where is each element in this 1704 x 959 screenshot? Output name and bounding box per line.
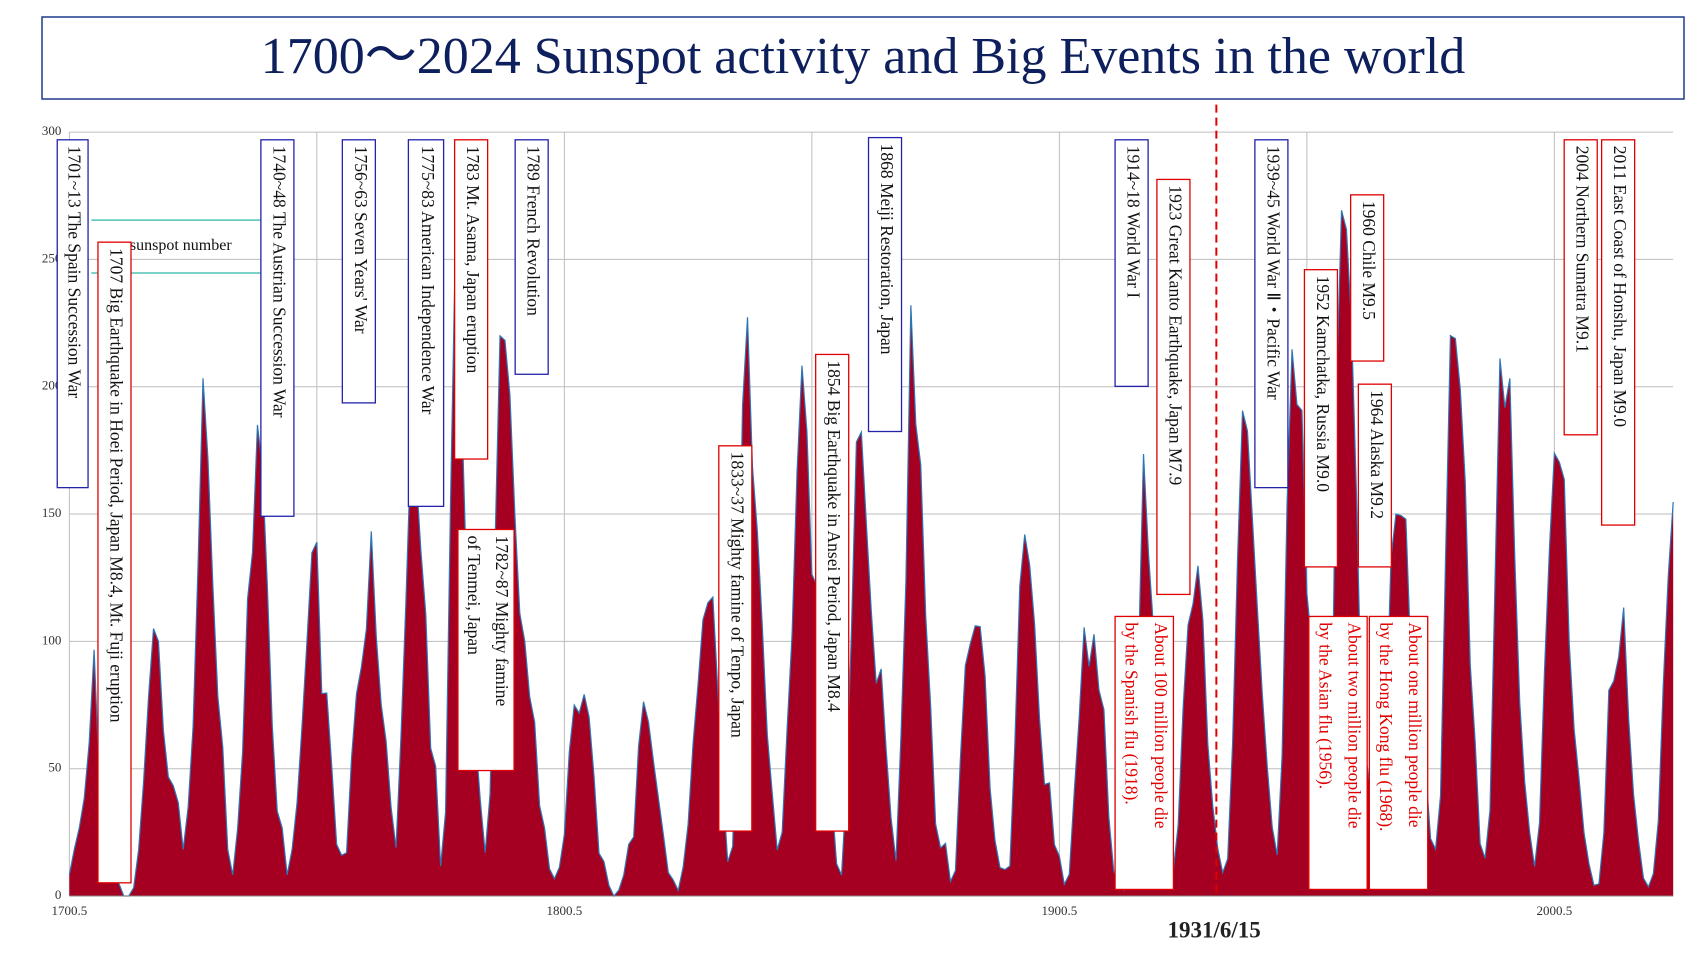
x-tick-label: 1800.5	[546, 903, 582, 918]
annotation-text: 1914~18 World War I	[1124, 146, 1144, 298]
y-tick-label: 0	[55, 887, 62, 902]
x-tick-label: 1700.5	[51, 903, 87, 918]
annotation-text: by the Hong Kong flu (1968).	[1376, 622, 1396, 831]
annotation-box	[1114, 615, 1175, 891]
annotation-box	[453, 139, 489, 460]
marker-label: 1931/6/15	[1168, 918, 1261, 943]
annotation-box	[56, 139, 89, 489]
legend-label: sunspot number	[130, 237, 232, 254]
y-tick-label: 250	[42, 250, 62, 265]
annotation-box	[815, 353, 850, 832]
annotation-box	[341, 139, 377, 404]
annotation-text: 1923 Great Kanto Earthquake, Japan M7.9	[1165, 185, 1185, 485]
annotation-text: 1782~87 Mighty famine	[492, 535, 512, 706]
annotation-text: 1960 Chile M9.5	[1359, 201, 1379, 320]
annotation-text: 1756~63 Seven Years' War	[351, 146, 371, 334]
area-line	[68, 210, 1674, 898]
annotation-text: 1868 Meiji Restoration, Japan	[877, 144, 897, 355]
annotation-text: 2011 East Coast of Honshu, Japan M9.0	[1610, 146, 1630, 428]
annotation-box	[1563, 139, 1598, 436]
annotation-text: About one million people die	[1405, 622, 1425, 827]
annotation-text: of Tenmei, Japan	[464, 535, 484, 655]
x-tick-label: 1900.5	[1041, 903, 1077, 918]
annotation-text: 1775~83 American Independence War	[418, 146, 438, 415]
annotation-box	[1357, 383, 1393, 568]
annotation-text: 1939~45 World War Ⅱ・Pacific War	[1263, 146, 1283, 400]
annotation-text: About two million people die	[1345, 622, 1365, 828]
y-tick-label: 100	[42, 632, 62, 647]
y-tick-label: 200	[42, 378, 62, 393]
annotation-text: 1701~13 The Spain Succession War	[65, 146, 85, 399]
y-tick-label: 150	[42, 505, 62, 520]
y-tick-label: 300	[42, 123, 62, 138]
annotation-box	[407, 139, 445, 508]
annotation-box	[1254, 139, 1289, 489]
annotation-box	[1156, 178, 1191, 596]
title-box	[41, 16, 1685, 100]
annotation-text: 1740~48 The Austrian Succession War	[269, 146, 289, 418]
annotation-text: 1707 Big Earthquake in Hoei Period, Japa…	[106, 248, 126, 723]
annotation-box	[1114, 139, 1149, 388]
annotation-box	[1600, 139, 1636, 526]
x-tick-label: 2000.5	[1537, 903, 1573, 918]
annotation-box	[457, 528, 515, 772]
annotation-text: 1854 Big Earthquake in Ansei Period, Jap…	[824, 360, 844, 712]
annotation-text: 1964 Alaska M9.2	[1367, 390, 1387, 519]
annotation-box	[1308, 615, 1368, 891]
annotation-text: 1952 Kamchatka, Russia M9.0	[1313, 276, 1333, 493]
chart-title: 1700～2024 Sunspot activity and Big Event…	[261, 28, 1466, 85]
annotation-box	[514, 139, 549, 375]
annotation-box	[1303, 269, 1339, 568]
annotation-box	[97, 241, 132, 884]
annotation-text: 1789 French Revolution	[524, 146, 544, 316]
annotation-text: About 100 million people die	[1151, 622, 1171, 828]
annotation-text: by the Spanish flu (1918).	[1122, 622, 1142, 804]
annotation-box	[1350, 194, 1385, 362]
annotation-text: 2004 Northern Sumatra M9.1	[1573, 146, 1593, 353]
annotation-text: 1833~37 Mighty famine of Tenpo, Japan	[727, 452, 747, 738]
annotation-box	[260, 139, 295, 517]
annotation-box	[867, 136, 903, 433]
annotation-box	[1368, 615, 1429, 891]
annotation-text: 1783 Mt. Asama, Japan eruption	[463, 146, 483, 374]
annotation-text: by the Asian flu (1956).	[1315, 622, 1335, 789]
y-tick-label: 50	[48, 760, 61, 775]
annotation-box	[718, 445, 753, 832]
